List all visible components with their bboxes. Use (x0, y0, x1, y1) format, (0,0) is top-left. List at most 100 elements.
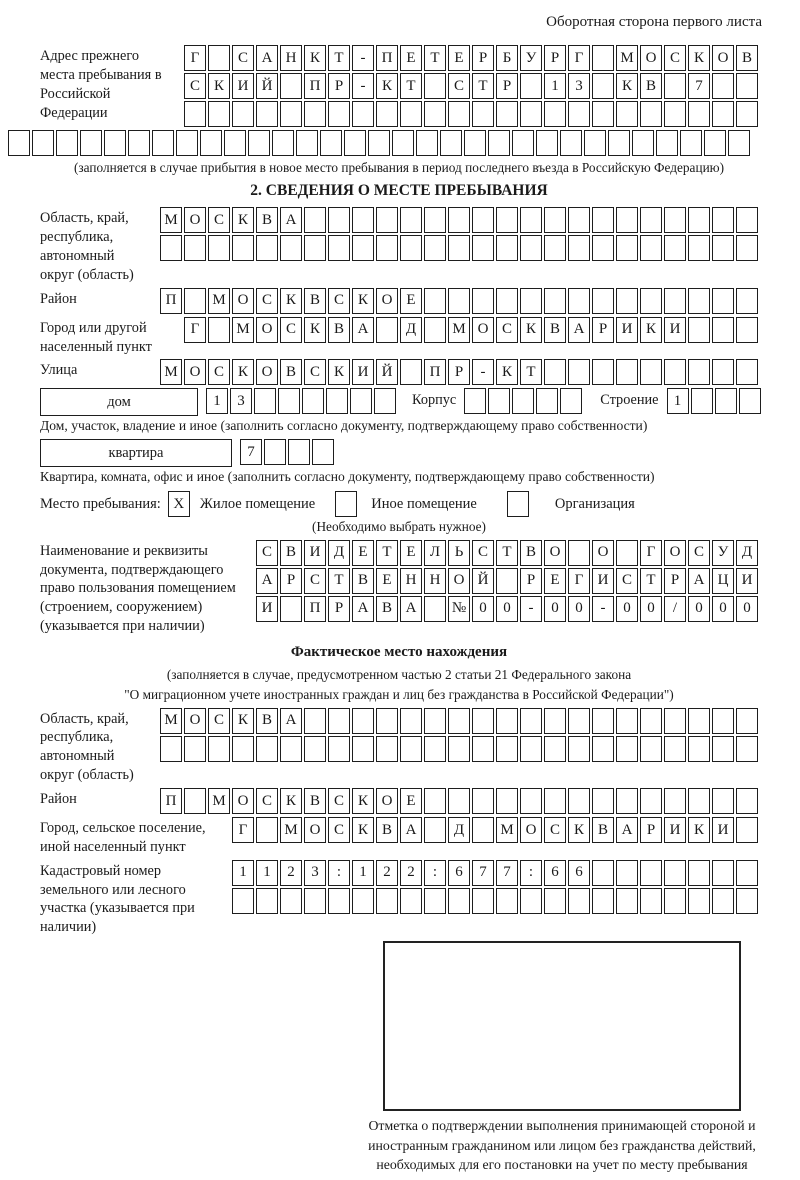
char-row (160, 735, 758, 762)
char-cell (448, 101, 470, 127)
char-cell (680, 130, 702, 156)
char-cell: С (664, 45, 686, 71)
char-cell (640, 735, 662, 762)
char-cell (664, 73, 686, 99)
char-cell (736, 735, 758, 762)
char-cell (568, 735, 590, 762)
oblast-block: Область, край, республика, автономный ок… (40, 207, 758, 284)
char-cell: И (352, 359, 374, 386)
char-cell (560, 388, 583, 415)
char-cell (568, 539, 590, 566)
char-cell (536, 388, 559, 415)
char-cell (208, 101, 230, 127)
char-cell (712, 316, 734, 343)
zhiloe-label: Жилое помещение (199, 495, 316, 512)
char-cell (690, 388, 713, 415)
char-cell: 6 (544, 859, 566, 886)
char-cell (448, 707, 470, 734)
char-cell: В (304, 788, 326, 815)
char-cell (520, 73, 542, 99)
char-cell: Н (400, 567, 422, 594)
char-cell: Р (280, 567, 302, 594)
char-cell: О (472, 316, 494, 343)
char-cell (326, 388, 348, 415)
char-cell (712, 101, 734, 127)
char-cell (520, 735, 542, 762)
char-cell: К (568, 817, 590, 844)
char-cell (496, 567, 518, 594)
char-cell (232, 235, 254, 262)
char-cell: - (520, 595, 542, 622)
char-cell: Т (424, 45, 446, 71)
char-cell: 0 (736, 595, 758, 622)
char-cell: С (328, 817, 350, 844)
kadastr-label: Кадастровый номер земельного или лесного… (40, 862, 195, 936)
char-cell (544, 235, 566, 262)
mesto-prebyvaniya-row: Место пребывания: X Жилое помещение Иное… (40, 491, 758, 518)
char-cell (616, 735, 638, 762)
char-cell (736, 817, 758, 844)
char-cell (184, 735, 206, 762)
char-cell: А (616, 817, 638, 844)
char-cell (280, 887, 302, 914)
char-cell (344, 130, 366, 156)
char-cell: В (640, 73, 662, 99)
char-cell (568, 235, 590, 262)
char-cell (160, 735, 182, 762)
char-cell: А (568, 316, 590, 343)
char-cell (352, 735, 374, 762)
char-cell: С (688, 539, 710, 566)
char-cell: / (664, 595, 686, 622)
char-cell: С (328, 788, 350, 815)
char-cell: Г (568, 45, 590, 71)
char-cell: 1 (206, 388, 228, 415)
char-cell (440, 130, 462, 156)
char-cell (560, 130, 582, 156)
char-cell: Р (520, 567, 542, 594)
char-cell (280, 101, 302, 127)
char-cell (544, 359, 566, 386)
char-cell (472, 101, 494, 127)
char-cell (568, 707, 590, 734)
char-cell: К (376, 73, 398, 99)
char-cell (712, 359, 734, 386)
char-cell (424, 788, 446, 815)
char-cell (544, 101, 566, 127)
char-cell: И (664, 817, 686, 844)
char-cell: М (160, 359, 182, 386)
char-cell (304, 207, 326, 234)
char-cell: Е (400, 45, 422, 71)
char-cell: 7 (240, 439, 262, 466)
char-cell (512, 130, 534, 156)
char-cell: Г (184, 45, 206, 71)
char-cell: Д (736, 539, 758, 566)
char-cell: 1 (666, 388, 689, 415)
char-cell (584, 130, 606, 156)
char-cell: С (208, 707, 230, 734)
char-cell: Р (328, 73, 350, 99)
char-cell (488, 130, 510, 156)
char-cell (304, 707, 326, 734)
char-cell: О (544, 539, 566, 566)
char-cell: А (352, 316, 374, 343)
char-cell: В (256, 207, 278, 234)
char-cell (520, 887, 542, 914)
char-cell (400, 359, 422, 386)
stamp-area: Отметка о подтверждении выполнения прини… (366, 941, 758, 1175)
char-cell: Г (640, 539, 662, 566)
char-cell: 3 (568, 73, 590, 99)
char-cell (608, 130, 630, 156)
dom-note: Дом, участок, владение и иное (заполнить… (40, 418, 648, 434)
char-cell: - (352, 73, 374, 99)
char-cell (424, 235, 446, 262)
char-cell: Н (280, 45, 302, 71)
char-cell (208, 45, 230, 71)
char-cell: Е (400, 788, 422, 815)
char-cell (400, 707, 422, 734)
char-cell: М (208, 788, 230, 815)
char-cell: М (208, 287, 230, 314)
